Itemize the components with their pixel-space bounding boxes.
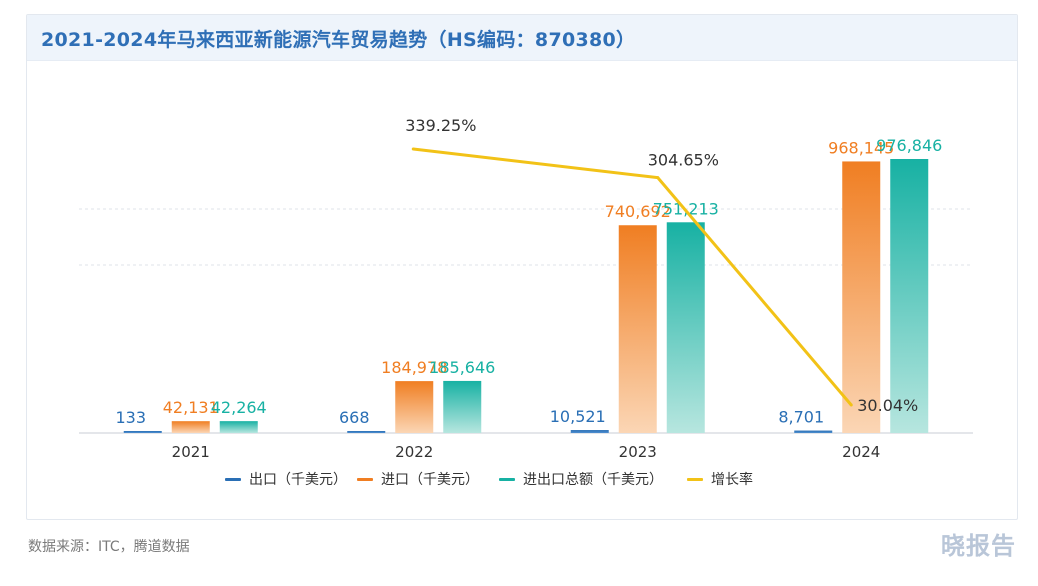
bar-import-2022 <box>395 381 434 433</box>
legend-label-1: 进口（千美元） <box>381 472 479 488</box>
x-tick-label-2022: 2022 <box>395 443 433 461</box>
data-label-export-2024: 8,701 <box>778 408 824 427</box>
legend-swatch-1 <box>357 478 373 481</box>
data-label-total-2021: 42,264 <box>211 398 267 417</box>
growth-label-2023: 304.65% <box>648 151 719 170</box>
chart-title: 2021-2024年马来西亚新能源汽车贸易趋势（HS编码：870380） <box>41 29 636 51</box>
growth-label-2024: 30.04% <box>857 396 918 415</box>
data-label-import-2022: 184,978 <box>381 358 447 377</box>
x-tick-label-2023: 2023 <box>619 443 657 461</box>
data-source: 数据来源：ITC，腾道数据 <box>28 539 190 555</box>
data-label-export-2022: 668 <box>339 408 370 427</box>
legend-swatch-0 <box>225 478 241 481</box>
watermark-logo: 晓报告 <box>941 532 1016 560</box>
x-tick-label-2024: 2024 <box>842 443 880 461</box>
bar-export-2023 <box>570 430 609 433</box>
bar-export-2022 <box>347 431 386 433</box>
data-label-import-2021: 42,131 <box>163 398 219 417</box>
legend-label-2: 进出口总额（千美元） <box>523 472 663 488</box>
bar-export-2021 <box>123 431 162 433</box>
bar-import-2024 <box>842 161 881 433</box>
legend-swatch-2 <box>499 478 515 481</box>
bar-total-2021 <box>219 421 258 433</box>
bar-export-2024 <box>794 430 833 433</box>
growth-point-2022 <box>411 147 415 151</box>
chart-header: 2021-2024年马来西亚新能源汽车贸易趋势（HS编码：870380） <box>27 15 1017 61</box>
growth-point-2023 <box>656 176 660 180</box>
bar-total-2022 <box>443 380 482 433</box>
data-label-total-2024: 976,846 <box>876 136 942 155</box>
chart-card: 2021-2024年马来西亚新能源汽车贸易趋势（HS编码：870380） 133… <box>26 14 1018 520</box>
data-label-export-2023: 10,521 <box>550 407 606 426</box>
bar-import-2021 <box>171 421 210 433</box>
data-label-import-2024: 968,145 <box>828 138 894 157</box>
bar-total-2024 <box>890 159 929 433</box>
legend-label-3: 增长率 <box>711 471 753 488</box>
x-tick-label-2021: 2021 <box>172 443 210 461</box>
data-label-export-2021: 133 <box>115 408 146 427</box>
legend-label-0: 出口（千美元） <box>249 472 347 488</box>
growth-point-2024 <box>849 403 853 407</box>
bar-total-2023 <box>666 222 705 433</box>
legend-swatch-3 <box>687 478 703 481</box>
bar-import-2023 <box>618 225 657 433</box>
data-label-total-2022: 185,646 <box>429 358 495 377</box>
growth-label-2022: 339.25% <box>405 116 476 135</box>
data-label-import-2023: 740,692 <box>605 202 671 221</box>
